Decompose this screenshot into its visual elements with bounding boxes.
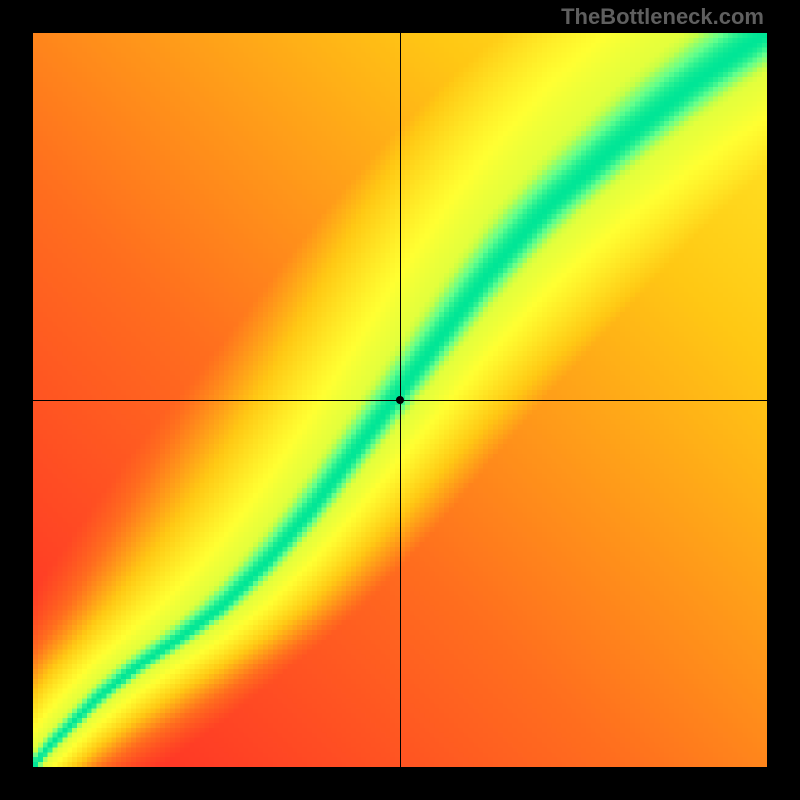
- chart-frame: TheBottleneck.com: [0, 0, 800, 800]
- heatmap-plot: [33, 33, 767, 767]
- watermark-text: TheBottleneck.com: [561, 4, 764, 30]
- crosshair-marker: [396, 396, 404, 404]
